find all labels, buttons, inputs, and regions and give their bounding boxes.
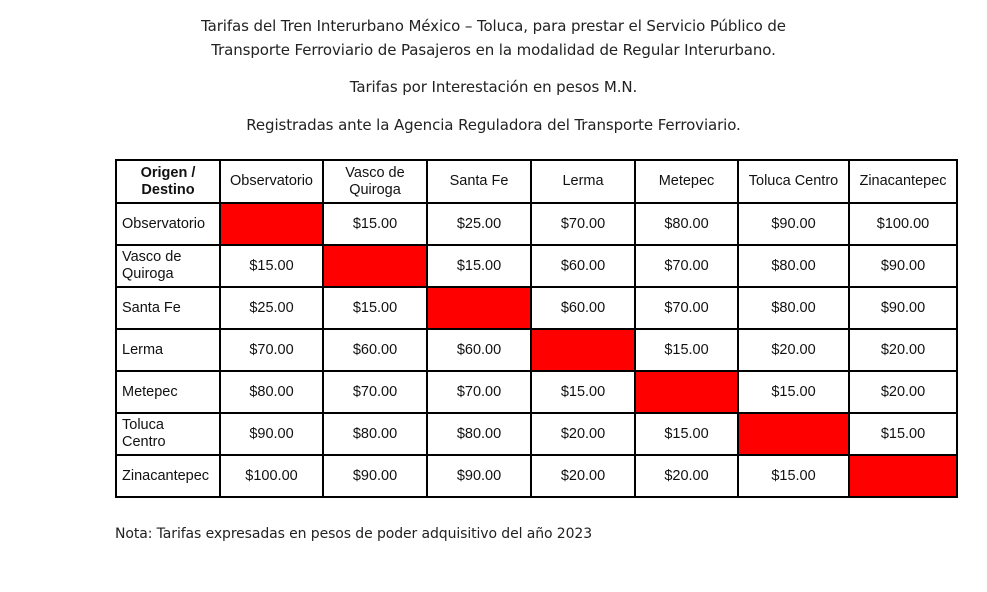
fare-cell: $60.00 [530, 286, 636, 330]
row-label: Zinacantepec [115, 454, 221, 498]
fare-cell: $90.00 [426, 454, 532, 498]
fare-cell: $80.00 [737, 286, 850, 330]
row-label: Vasco de Quiroga [115, 244, 221, 288]
column-header: Observatorio [219, 159, 324, 204]
row-label-text: Toluca [122, 417, 164, 433]
diagonal-cell [426, 286, 532, 330]
column-header: Lerma [530, 159, 636, 204]
fare-cell: $70.00 [634, 286, 739, 330]
fare-matrix-table: Origen / Destino Observatorio Vasco de Qu… [115, 159, 958, 498]
fare-cell: $90.00 [219, 412, 324, 456]
fare-cell: $90.00 [737, 202, 850, 246]
document-subtitle-currency: Tarifas por Interestación en pesos M.N. [349, 78, 638, 96]
fare-cell: $80.00 [426, 412, 532, 456]
fare-cell: $20.00 [737, 328, 850, 372]
fare-cell: $15.00 [737, 370, 850, 414]
corner-label-line-2: Destino [141, 181, 195, 198]
fare-matrix-body: Observatorio $15.00 $25.00 $70.00 $80.00… [115, 202, 958, 498]
column-header-label: Metepec [658, 173, 715, 189]
table-row: Zinacantepec $100.00 $90.00 $90.00 $20.0… [115, 454, 958, 498]
column-header-label: Santa Fe [449, 173, 509, 189]
diagonal-cell [322, 244, 428, 288]
table-row: Lerma $70.00 $60.00 $60.00 $15.00 $20.00… [115, 328, 958, 372]
diagonal-cell [634, 370, 739, 414]
column-header: Santa Fe [426, 159, 532, 204]
corner-header-origin-destination: Origen / Destino [115, 159, 221, 204]
fare-cell: $90.00 [848, 244, 958, 288]
row-label: Lerma [115, 328, 221, 372]
fare-cell: $90.00 [322, 454, 428, 498]
document-title-line-1: Tarifas del Tren Interurbano México – To… [201, 17, 786, 35]
fare-cell: $60.00 [426, 328, 532, 372]
fare-cell: $60.00 [322, 328, 428, 372]
row-label: Metepec [115, 370, 221, 414]
row-label-text: Observatorio [122, 215, 206, 232]
column-header: Vasco de Quiroga [322, 159, 428, 204]
fare-cell: $100.00 [219, 454, 324, 498]
fare-cell: $25.00 [426, 202, 532, 246]
document-subtitle-registration: Registradas ante la Agencia Reguladora d… [246, 116, 741, 134]
row-label-text: Santa Fe [122, 299, 181, 316]
column-header-label: Observatorio [229, 173, 313, 189]
diagonal-cell [737, 412, 850, 456]
fare-cell: $15.00 [322, 286, 428, 330]
row-label-text: Lerma [122, 341, 164, 358]
row-label: Observatorio [115, 202, 221, 246]
fare-cell: $15.00 [737, 454, 850, 498]
row-label: Toluca Centro [115, 412, 221, 456]
row-label-text-line-2: Centro [122, 434, 166, 450]
fare-cell: $70.00 [219, 328, 324, 372]
corner-label-line-1: Origen / [140, 164, 196, 181]
table-row: Santa Fe $25.00 $15.00 $60.00 $70.00 $80… [115, 286, 958, 330]
table-row: Toluca Centro $90.00 $80.00 $80.00 $20.00… [115, 412, 958, 456]
footnote: Nota: Tarifas expresadas en pesos de pod… [115, 526, 593, 542]
row-label-text: Vasco de [122, 249, 182, 265]
fare-cell: $70.00 [530, 202, 636, 246]
fare-cell: $15.00 [848, 412, 958, 456]
table-row: Vasco de Quiroga $15.00 $15.00 $60.00 $70… [115, 244, 958, 288]
fare-cell: $80.00 [322, 412, 428, 456]
fare-cell: $90.00 [848, 286, 958, 330]
fare-cell: $80.00 [737, 244, 850, 288]
column-header-label: Lerma [562, 173, 604, 189]
fare-cell: $15.00 [426, 244, 532, 288]
column-header: Toluca Centro [737, 159, 850, 204]
row-label-text: Metepec [122, 383, 178, 400]
diagonal-cell [530, 328, 636, 372]
column-header: Metepec [634, 159, 739, 204]
column-header-label: Toluca Centro [748, 173, 839, 189]
table-header-row: Origen / Destino Observatorio Vasco de Qu… [115, 159, 958, 204]
row-label-text-line-2: Quiroga [122, 266, 174, 282]
fare-cell: $15.00 [634, 328, 739, 372]
fare-cell: $20.00 [848, 370, 958, 414]
fare-cell: $20.00 [634, 454, 739, 498]
row-label-text: Zinacantepec [122, 467, 210, 484]
fare-cell: $60.00 [530, 244, 636, 288]
table-row: Observatorio $15.00 $25.00 $70.00 $80.00… [115, 202, 958, 246]
column-header-label: Vasco de [345, 164, 405, 181]
diagonal-cell [848, 454, 958, 498]
column-header: Zinacantepec [848, 159, 958, 204]
fare-cell: $20.00 [848, 328, 958, 372]
fare-cell: $20.00 [530, 454, 636, 498]
document-title-line-2: Transporte Ferroviario de Pasajeros en l… [211, 41, 776, 59]
table-row: Metepec $80.00 $70.00 $70.00 $15.00 $15.… [115, 370, 958, 414]
row-label: Santa Fe [115, 286, 221, 330]
fare-cell: $15.00 [322, 202, 428, 246]
fare-cell: $100.00 [848, 202, 958, 246]
column-header-label-line-2: Quiroga [349, 181, 401, 198]
fare-cell: $25.00 [219, 286, 324, 330]
fare-cell: $80.00 [634, 202, 739, 246]
fare-cell: $70.00 [634, 244, 739, 288]
fare-cell: $15.00 [219, 244, 324, 288]
fare-cell: $70.00 [426, 370, 532, 414]
diagonal-cell [219, 202, 324, 246]
fare-cell: $70.00 [322, 370, 428, 414]
fare-cell: $15.00 [634, 412, 739, 456]
fare-cell: $15.00 [530, 370, 636, 414]
column-header-label: Zinacantepec [859, 173, 947, 189]
fare-cell: $80.00 [219, 370, 324, 414]
fare-cell: $20.00 [530, 412, 636, 456]
